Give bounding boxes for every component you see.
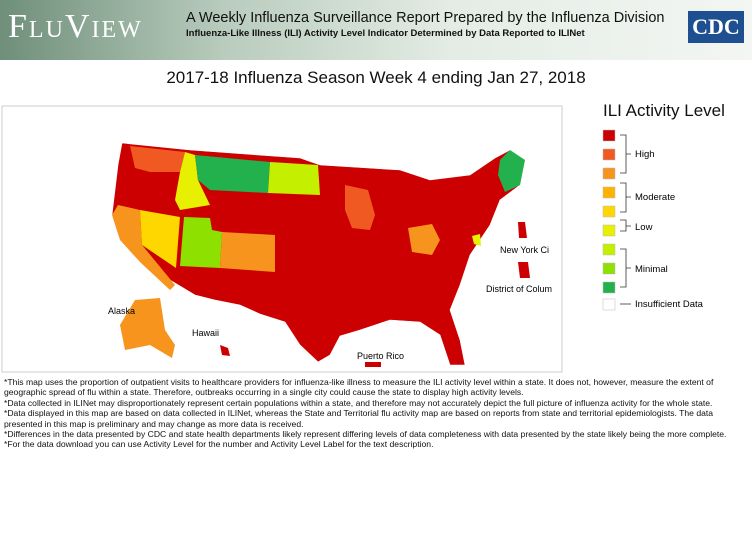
legend-swatch (602, 186, 616, 199)
state-ut (180, 217, 222, 268)
state-md (472, 234, 481, 246)
state-wi (345, 185, 375, 230)
state-ri (518, 222, 527, 238)
legend-swatch (602, 298, 616, 311)
note: *This map uses the proportion of outpati… (4, 377, 714, 398)
state-hi (220, 345, 230, 356)
state-co (220, 232, 275, 272)
legend-swatch (602, 262, 616, 275)
map-title: 2017-18 Influenza Season Week 4 ending J… (166, 68, 586, 87)
legend-swatch (602, 167, 616, 180)
header-title: A Weekly Influenza Surveillance Report P… (186, 10, 665, 26)
state-id (175, 152, 210, 210)
state-ak (120, 298, 175, 358)
state-ca (112, 205, 175, 290)
map-label: Hawaii (192, 328, 219, 338)
us-outline (111, 142, 526, 366)
legend-title: ILI Activity Level (603, 101, 725, 120)
map: Alaska Hawaii Puerto Rico New York Ci Di… (1, 101, 725, 373)
brand: FluView (8, 8, 143, 45)
note: *Differences in the data presented by CD… (4, 429, 727, 440)
legend-swatch (602, 224, 616, 237)
map-label: Alaska (108, 306, 135, 316)
legend-swatch (602, 148, 616, 161)
state-mt (195, 155, 270, 193)
state-nv (140, 210, 180, 268)
note: *Data collected in ILINet may disproport… (4, 397, 713, 408)
legend-swatch (602, 243, 616, 256)
puerto-rico-shape (365, 362, 381, 367)
map-label: District of Colum (486, 284, 552, 294)
state-oh (408, 224, 440, 255)
state-wa (130, 146, 185, 172)
header: FluView A Weekly Influenza Surveillance … (0, 0, 752, 60)
legend-label: Low (635, 222, 653, 233)
legend-label: Minimal (635, 264, 668, 275)
legend-swatch (602, 205, 616, 218)
state-nd (268, 162, 320, 195)
legend-swatch (602, 281, 616, 294)
notes: *This map uses the proportion of outpati… (4, 377, 746, 450)
state-dc (518, 262, 530, 278)
legend-label: Insufficient Data (635, 299, 704, 310)
legend-swatch (602, 129, 616, 142)
legend-label: High (635, 149, 655, 160)
map-label: Puerto Rico (357, 351, 404, 361)
state-me (498, 150, 525, 192)
map-label: New York Ci (500, 245, 549, 255)
legend-brackets (620, 134, 631, 305)
note: *Data displayed in this map are based on… (4, 408, 714, 429)
cdc-logo[interactable]: CDC (688, 11, 744, 43)
legend-label: Moderate (635, 192, 675, 203)
header-subtitle: Influenza-Like Illness (ILI) Activity Le… (186, 28, 585, 39)
legend-swatches (602, 129, 616, 311)
note: *For the data download you can use Activ… (4, 439, 434, 450)
